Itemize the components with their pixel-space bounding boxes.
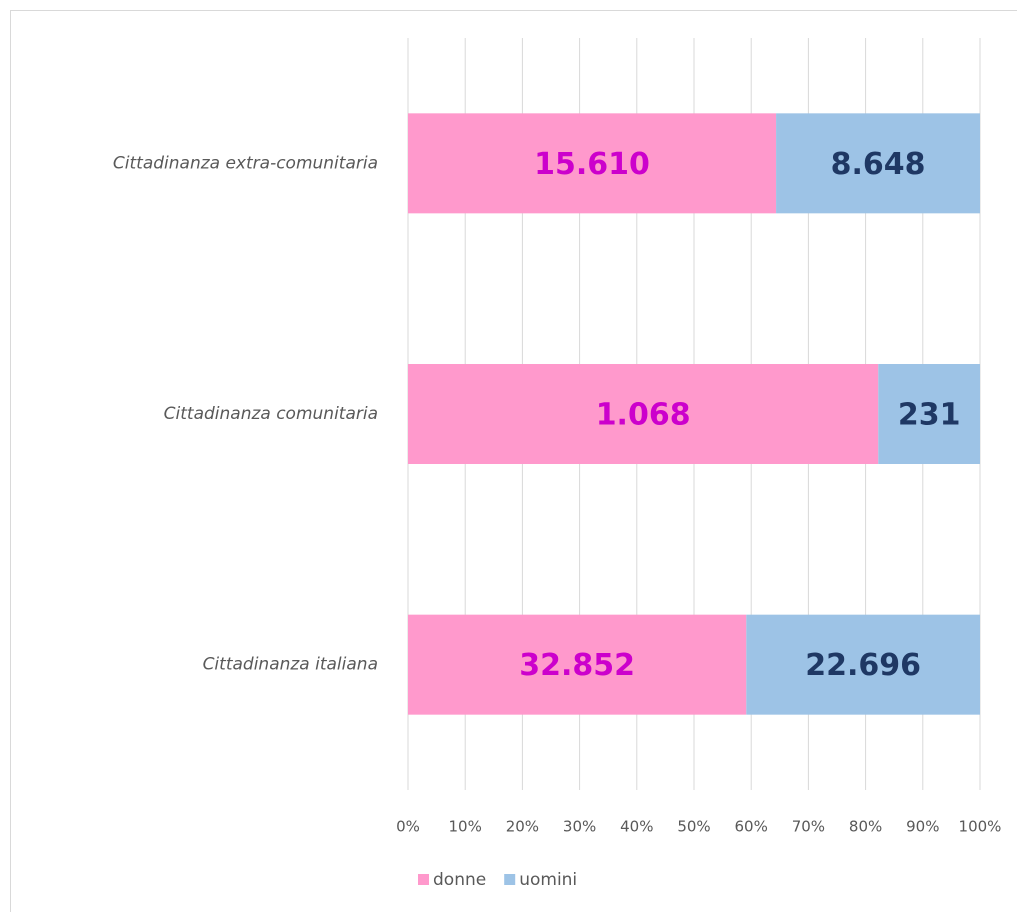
data-label: 32.852: [519, 648, 635, 683]
x-tick-label: 10%: [449, 818, 482, 836]
x-tick-label: 90%: [906, 818, 939, 836]
x-tick-label: 60%: [735, 818, 768, 836]
x-tick-label: 100%: [959, 818, 1002, 836]
x-tick-label: 0%: [396, 818, 420, 836]
y-tick-label: Cittadinanza comunitaria: [164, 404, 378, 424]
data-label: 1.068: [596, 398, 691, 433]
data-label: 15.610: [534, 147, 650, 182]
legend-swatch: [504, 874, 516, 885]
data-label: 8.648: [831, 147, 926, 182]
y-tick-label: Cittadinanza italiana: [203, 655, 378, 675]
data-label: 231: [898, 398, 961, 433]
x-tick-label: 70%: [792, 818, 825, 836]
legend-swatch: [418, 874, 429, 885]
x-tick-label: 40%: [620, 818, 653, 836]
bar-segment: [408, 364, 879, 464]
legend-label: uomini: [519, 870, 577, 890]
y-tick-label: Cittadinanza extra-comunitaria: [113, 153, 378, 173]
bar-segment: [746, 614, 980, 715]
legend-label: donne: [433, 870, 486, 890]
bar-segment: [408, 614, 747, 715]
bar-segment: [878, 364, 980, 464]
bar-segment: [408, 113, 777, 214]
bar-segment: [776, 113, 980, 214]
x-tick-label: 80%: [849, 818, 882, 836]
data-label: 22.696: [805, 648, 921, 683]
x-tick-label: 20%: [506, 818, 539, 836]
x-tick-label: 30%: [563, 818, 596, 836]
x-tick-label: 50%: [677, 818, 710, 836]
